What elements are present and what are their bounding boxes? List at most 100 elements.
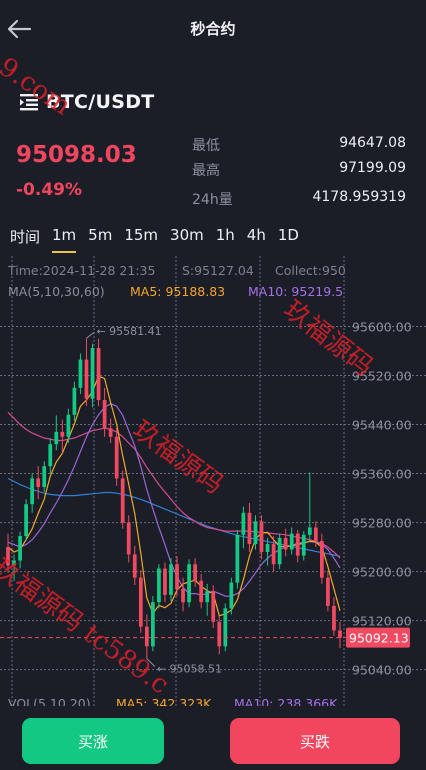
candle-body — [217, 621, 222, 647]
y-tick-label: 95600.00 — [352, 320, 412, 335]
candle-body — [54, 431, 59, 445]
top-bar: 秒合约 — [0, 0, 426, 58]
tab-1m[interactable]: 1m — [52, 226, 77, 253]
candle-body — [283, 537, 288, 550]
candle — [66, 408, 71, 443]
candle — [114, 427, 119, 486]
candle-body — [66, 414, 71, 437]
candle — [24, 499, 28, 541]
crosshair-time: Time:2024-11-28 21:35 — [8, 263, 156, 278]
candle-body — [187, 564, 191, 603]
pair-name: BTC/USDT — [46, 91, 155, 113]
y-tick-label: 95520.00 — [352, 369, 412, 384]
candle-body — [277, 537, 282, 565]
candle — [90, 343, 95, 408]
tab-5m[interactable]: 5m — [88, 226, 113, 244]
ma-indicator-header: MA(5,10,30,60) — [8, 284, 105, 299]
candle-body — [6, 547, 10, 566]
current-price-tag: 95092.13 — [349, 631, 409, 646]
low-label: 最低 — [192, 138, 220, 154]
candle — [332, 597, 336, 636]
moving-average-lines — [7, 375, 341, 617]
page-title: 秒合约 — [190, 20, 236, 38]
candle-body — [193, 564, 197, 581]
candle — [217, 615, 222, 655]
candle-body — [90, 347, 95, 399]
list-icon[interactable] — [18, 92, 40, 112]
tab-15m[interactable]: 15m — [124, 226, 159, 244]
candle — [12, 554, 16, 581]
candle-body — [108, 428, 113, 437]
candle — [241, 506, 246, 549]
back-button[interactable] — [4, 14, 38, 44]
candle-body — [307, 527, 312, 535]
tab-1d[interactable]: 1D — [277, 226, 299, 244]
trade-action-bar: 买涨 买跌 — [0, 706, 426, 770]
y-tick-label: 95120.00 — [352, 614, 412, 629]
volume-24h-label: 24h量 — [192, 192, 233, 208]
y-tick-label: 95200.00 — [352, 565, 412, 580]
candle-body — [211, 591, 216, 622]
timeframe-label: 时间 — [10, 228, 41, 246]
buy-up-button[interactable]: 买涨 — [22, 718, 164, 764]
candle — [132, 545, 137, 586]
timeframe-tabs: 时间 1m 5m 15m 30m 1h 4h 1D — [10, 226, 311, 253]
arrow-left-icon — [4, 14, 38, 44]
candle — [96, 338, 101, 407]
candle — [283, 528, 288, 557]
candle — [6, 533, 10, 573]
candle-body — [259, 521, 264, 552]
candle-body — [313, 527, 318, 541]
candle-body — [175, 564, 179, 589]
candle — [36, 466, 41, 500]
candle-body — [36, 478, 41, 488]
candle — [307, 472, 312, 541]
candle — [211, 585, 216, 628]
candle — [199, 574, 204, 609]
min-marker-pointer — [146, 658, 156, 667]
candle — [78, 353, 83, 394]
candle-body — [181, 588, 185, 603]
sell-down-label: 买跌 — [299, 732, 330, 751]
candle — [265, 537, 270, 566]
candle-body — [132, 554, 137, 578]
ma10-value: MA10: 95219.5 — [248, 284, 344, 299]
candle-body — [338, 630, 342, 638]
candle — [326, 570, 330, 612]
candle — [338, 621, 342, 649]
min-price-marker: ← 95058.51 — [157, 663, 222, 676]
pair-selector[interactable]: BTC/USDT — [18, 90, 155, 114]
candle — [144, 614, 149, 659]
candle — [181, 577, 185, 612]
candle — [48, 438, 53, 474]
candle-body — [151, 602, 155, 647]
candle — [163, 562, 167, 603]
max-price-marker: ← 95581.41 — [96, 325, 161, 338]
tab-4h[interactable]: 4h — [246, 226, 266, 244]
candle-body — [229, 582, 234, 609]
tab-1h[interactable]: 1h — [215, 226, 235, 244]
candle-body — [235, 534, 240, 583]
candle-body — [223, 608, 228, 647]
sell-down-button[interactable]: 买跌 — [230, 718, 400, 764]
candle — [277, 533, 282, 570]
candle — [30, 473, 35, 513]
candle — [235, 529, 240, 589]
high-value: 97199.09 — [339, 160, 406, 176]
candle — [18, 531, 22, 569]
candle-body — [48, 444, 53, 467]
candle-body — [320, 540, 324, 578]
candle — [271, 536, 276, 572]
candle-body — [144, 626, 149, 647]
kline-chart[interactable]: ← 95581.41 ← 95058.51 95092.13 95600.00 955… — [0, 256, 426, 706]
candle — [126, 515, 131, 563]
candle-body — [241, 512, 246, 535]
candle-body — [295, 533, 300, 556]
candle — [205, 583, 210, 616]
candle — [247, 502, 252, 552]
candle-body — [169, 564, 173, 595]
tab-30m[interactable]: 30m — [170, 226, 204, 244]
candle — [138, 570, 143, 633]
max-marker-pointer — [86, 331, 95, 339]
volume-indicator-header: VOL(5,10,20) — [8, 696, 91, 706]
